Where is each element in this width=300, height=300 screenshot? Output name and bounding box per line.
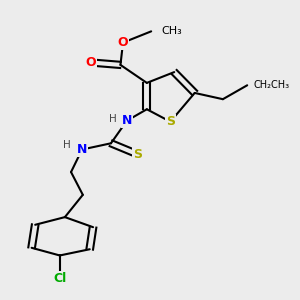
Text: S: S <box>166 115 175 128</box>
Text: O: O <box>86 56 96 69</box>
Text: N: N <box>122 114 132 127</box>
Text: CH₃: CH₃ <box>161 26 182 36</box>
Text: N: N <box>77 143 87 156</box>
Text: H: H <box>63 140 71 150</box>
Text: CH₂CH₃: CH₂CH₃ <box>254 80 290 90</box>
Text: O: O <box>118 36 128 49</box>
Text: S: S <box>133 148 142 161</box>
Text: Cl: Cl <box>53 272 66 286</box>
Text: H: H <box>109 114 117 124</box>
